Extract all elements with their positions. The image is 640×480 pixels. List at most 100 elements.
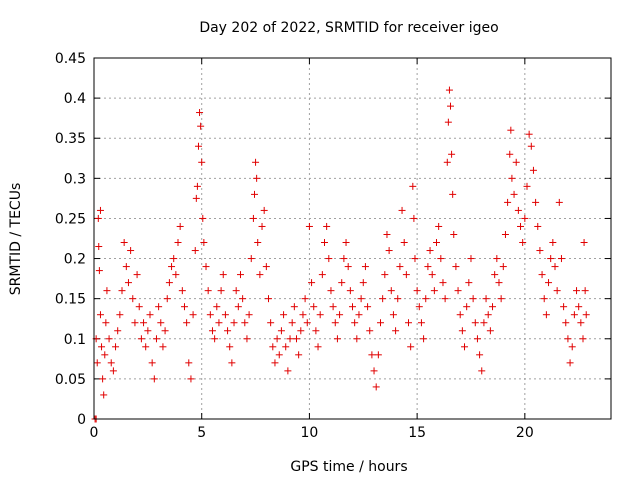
data-point — [439, 279, 447, 287]
data-point — [573, 287, 581, 295]
data-point — [191, 247, 199, 255]
data-point — [202, 263, 210, 271]
data-point — [94, 214, 102, 222]
data-point — [433, 239, 441, 247]
data-point — [545, 279, 553, 287]
data-point — [579, 335, 587, 343]
data-point — [374, 351, 382, 359]
data-point — [252, 158, 260, 166]
data-points — [91, 86, 590, 423]
data-point — [521, 214, 529, 222]
data-point — [441, 295, 449, 303]
data-point — [364, 303, 372, 311]
data-point — [463, 303, 471, 311]
data-point — [551, 263, 559, 271]
data-point — [542, 311, 550, 319]
data-point — [187, 375, 195, 383]
data-point — [267, 319, 275, 327]
data-point — [137, 335, 145, 343]
data-point — [392, 327, 400, 335]
plot-frame — [93, 57, 612, 420]
data-point — [148, 359, 156, 367]
y-tick-label: 0.35 — [55, 131, 86, 147]
data-point — [95, 243, 103, 251]
data-point — [124, 279, 132, 287]
x-tick-label: 20 — [516, 425, 534, 441]
data-point — [417, 319, 425, 327]
data-point — [303, 319, 311, 327]
data-point — [98, 343, 106, 351]
y-tick-label: 0 — [77, 412, 86, 428]
data-point — [93, 359, 101, 367]
data-point — [96, 206, 104, 214]
data-point — [493, 255, 501, 263]
data-point — [157, 319, 165, 327]
data-point — [180, 303, 188, 311]
data-point — [486, 327, 494, 335]
data-point — [152, 335, 160, 343]
data-point — [316, 311, 324, 319]
y-tick-label: 0.4 — [64, 91, 86, 107]
data-point — [527, 142, 535, 150]
data-point — [491, 271, 499, 279]
data-point — [525, 130, 533, 138]
data-point — [286, 335, 294, 343]
data-point — [344, 263, 352, 271]
data-point — [405, 319, 413, 327]
data-point — [420, 335, 428, 343]
data-point — [398, 206, 406, 214]
data-point — [557, 255, 565, 263]
data-point — [230, 319, 238, 327]
data-point — [553, 287, 561, 295]
y-axis-label: SRMTID / TECUs — [8, 183, 24, 296]
data-point — [383, 230, 391, 238]
data-point — [297, 327, 305, 335]
data-point — [478, 367, 486, 375]
data-point — [269, 343, 277, 351]
data-point — [482, 295, 490, 303]
data-point — [312, 327, 320, 335]
data-point — [555, 198, 563, 206]
data-point — [568, 343, 576, 351]
data-point — [580, 239, 588, 247]
data-point — [437, 255, 445, 263]
data-point — [338, 279, 346, 287]
data-point — [308, 279, 316, 287]
data-point — [480, 319, 488, 327]
data-point — [232, 287, 240, 295]
data-point — [127, 247, 135, 255]
data-point — [120, 239, 128, 247]
data-point — [224, 327, 232, 335]
data-point — [422, 295, 430, 303]
data-point — [301, 295, 309, 303]
data-point — [452, 263, 460, 271]
data-point — [176, 222, 184, 230]
data-point — [101, 351, 109, 359]
data-point — [254, 239, 262, 247]
data-point — [529, 166, 537, 174]
data-point — [299, 311, 307, 319]
data-point — [243, 335, 251, 343]
data-point — [435, 222, 443, 230]
data-point — [249, 214, 257, 222]
data-point — [377, 319, 385, 327]
data-point — [133, 271, 141, 279]
x-tick-label: 15 — [408, 425, 426, 441]
data-point — [428, 271, 436, 279]
data-point — [159, 343, 167, 351]
data-point — [411, 255, 419, 263]
data-point — [456, 311, 464, 319]
data-point — [197, 122, 205, 130]
x-tick-label: 10 — [301, 425, 319, 441]
data-point — [260, 206, 268, 214]
data-point — [217, 287, 225, 295]
data-point — [213, 303, 221, 311]
data-point — [538, 271, 546, 279]
data-point — [178, 287, 186, 295]
data-point — [122, 263, 130, 271]
data-point — [105, 335, 113, 343]
data-point — [196, 109, 204, 117]
data-point — [396, 263, 404, 271]
data-point — [473, 335, 481, 343]
tick-labels: 0 0.05 0.1 0.15 0.2 0.25 0.3 0.35 0.4 0.45 0 5 10 15 2… — [55, 51, 534, 441]
